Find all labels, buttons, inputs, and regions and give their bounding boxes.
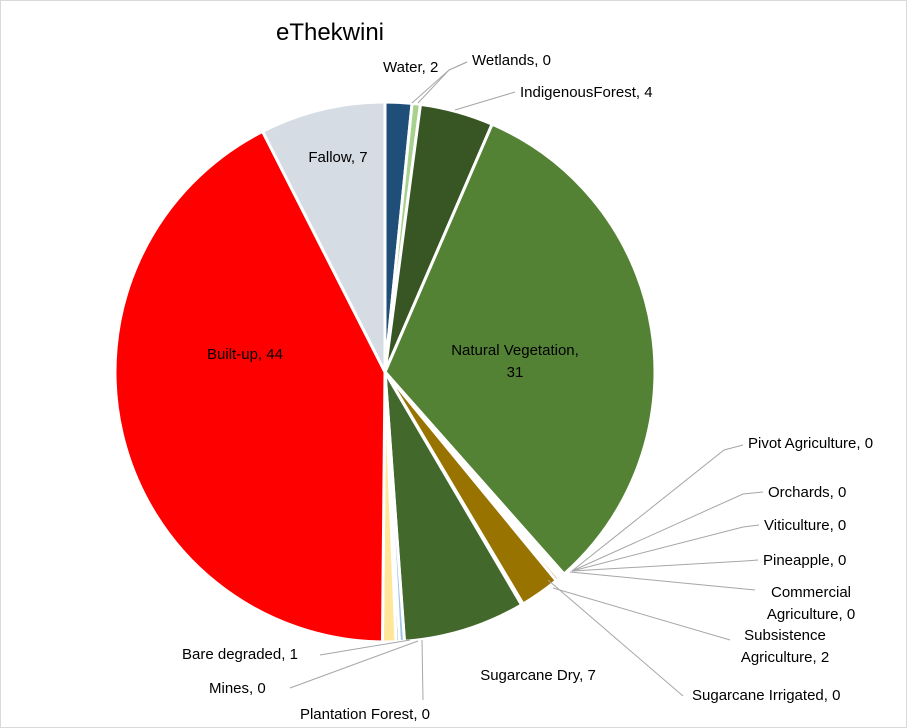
data-label: Sugarcane Irrigated, 0 [692, 687, 840, 704]
leader-line [571, 524, 760, 572]
data-label: Pineapple, 0 [763, 552, 846, 569]
data-label: Orchards, 0 [768, 484, 846, 501]
data-label: Fallow, 7 [308, 149, 367, 166]
leader-line [454, 91, 516, 111]
leader-line [571, 559, 759, 572]
leader-line [552, 587, 731, 641]
pie-slice-sugarcane-dry [383, 370, 524, 643]
leader-line [547, 579, 684, 697]
data-label: Plantation Forest, 0 [300, 706, 430, 723]
chart-title: eThekwini [276, 19, 384, 46]
leader-line [571, 444, 744, 572]
data-label: Sugarcane Dry, 7 [480, 667, 596, 684]
data-label: Water, 2 [383, 59, 438, 76]
data-label: Mines, 0 [209, 680, 266, 697]
data-label: Pivot Agriculture, 0 [748, 435, 873, 452]
pie-slice-fallow [261, 100, 387, 374]
leader-lines [289, 61, 764, 701]
leader-line [319, 639, 411, 656]
pie-slices [113, 100, 657, 644]
data-label: Wetlands, 0 [472, 52, 551, 69]
pie-slice-natural-vegetation [383, 122, 657, 576]
leader-line [289, 640, 419, 689]
leader-line [417, 61, 468, 104]
data-label: Bare degraded, 1 [182, 646, 298, 663]
data-label: Subsistence Agriculture, 2 [741, 627, 829, 666]
data-label: Commercial Agriculture, 0 [767, 584, 855, 623]
leader-line [421, 639, 424, 701]
data-label: Viticulture, 0 [764, 517, 846, 534]
data-label: Built-up, 44 [207, 346, 283, 363]
pie-slice-built-up [113, 129, 387, 644]
leader-line [571, 491, 764, 572]
data-label: IndigenousForest, 4 [520, 84, 653, 101]
data-label: Natural Vegetation, 31 [451, 342, 579, 381]
leader-line [569, 571, 756, 591]
data-labels: Water, 2 Wetlands, 0 IndigenousForest, 4 Na… [182, 52, 873, 723]
